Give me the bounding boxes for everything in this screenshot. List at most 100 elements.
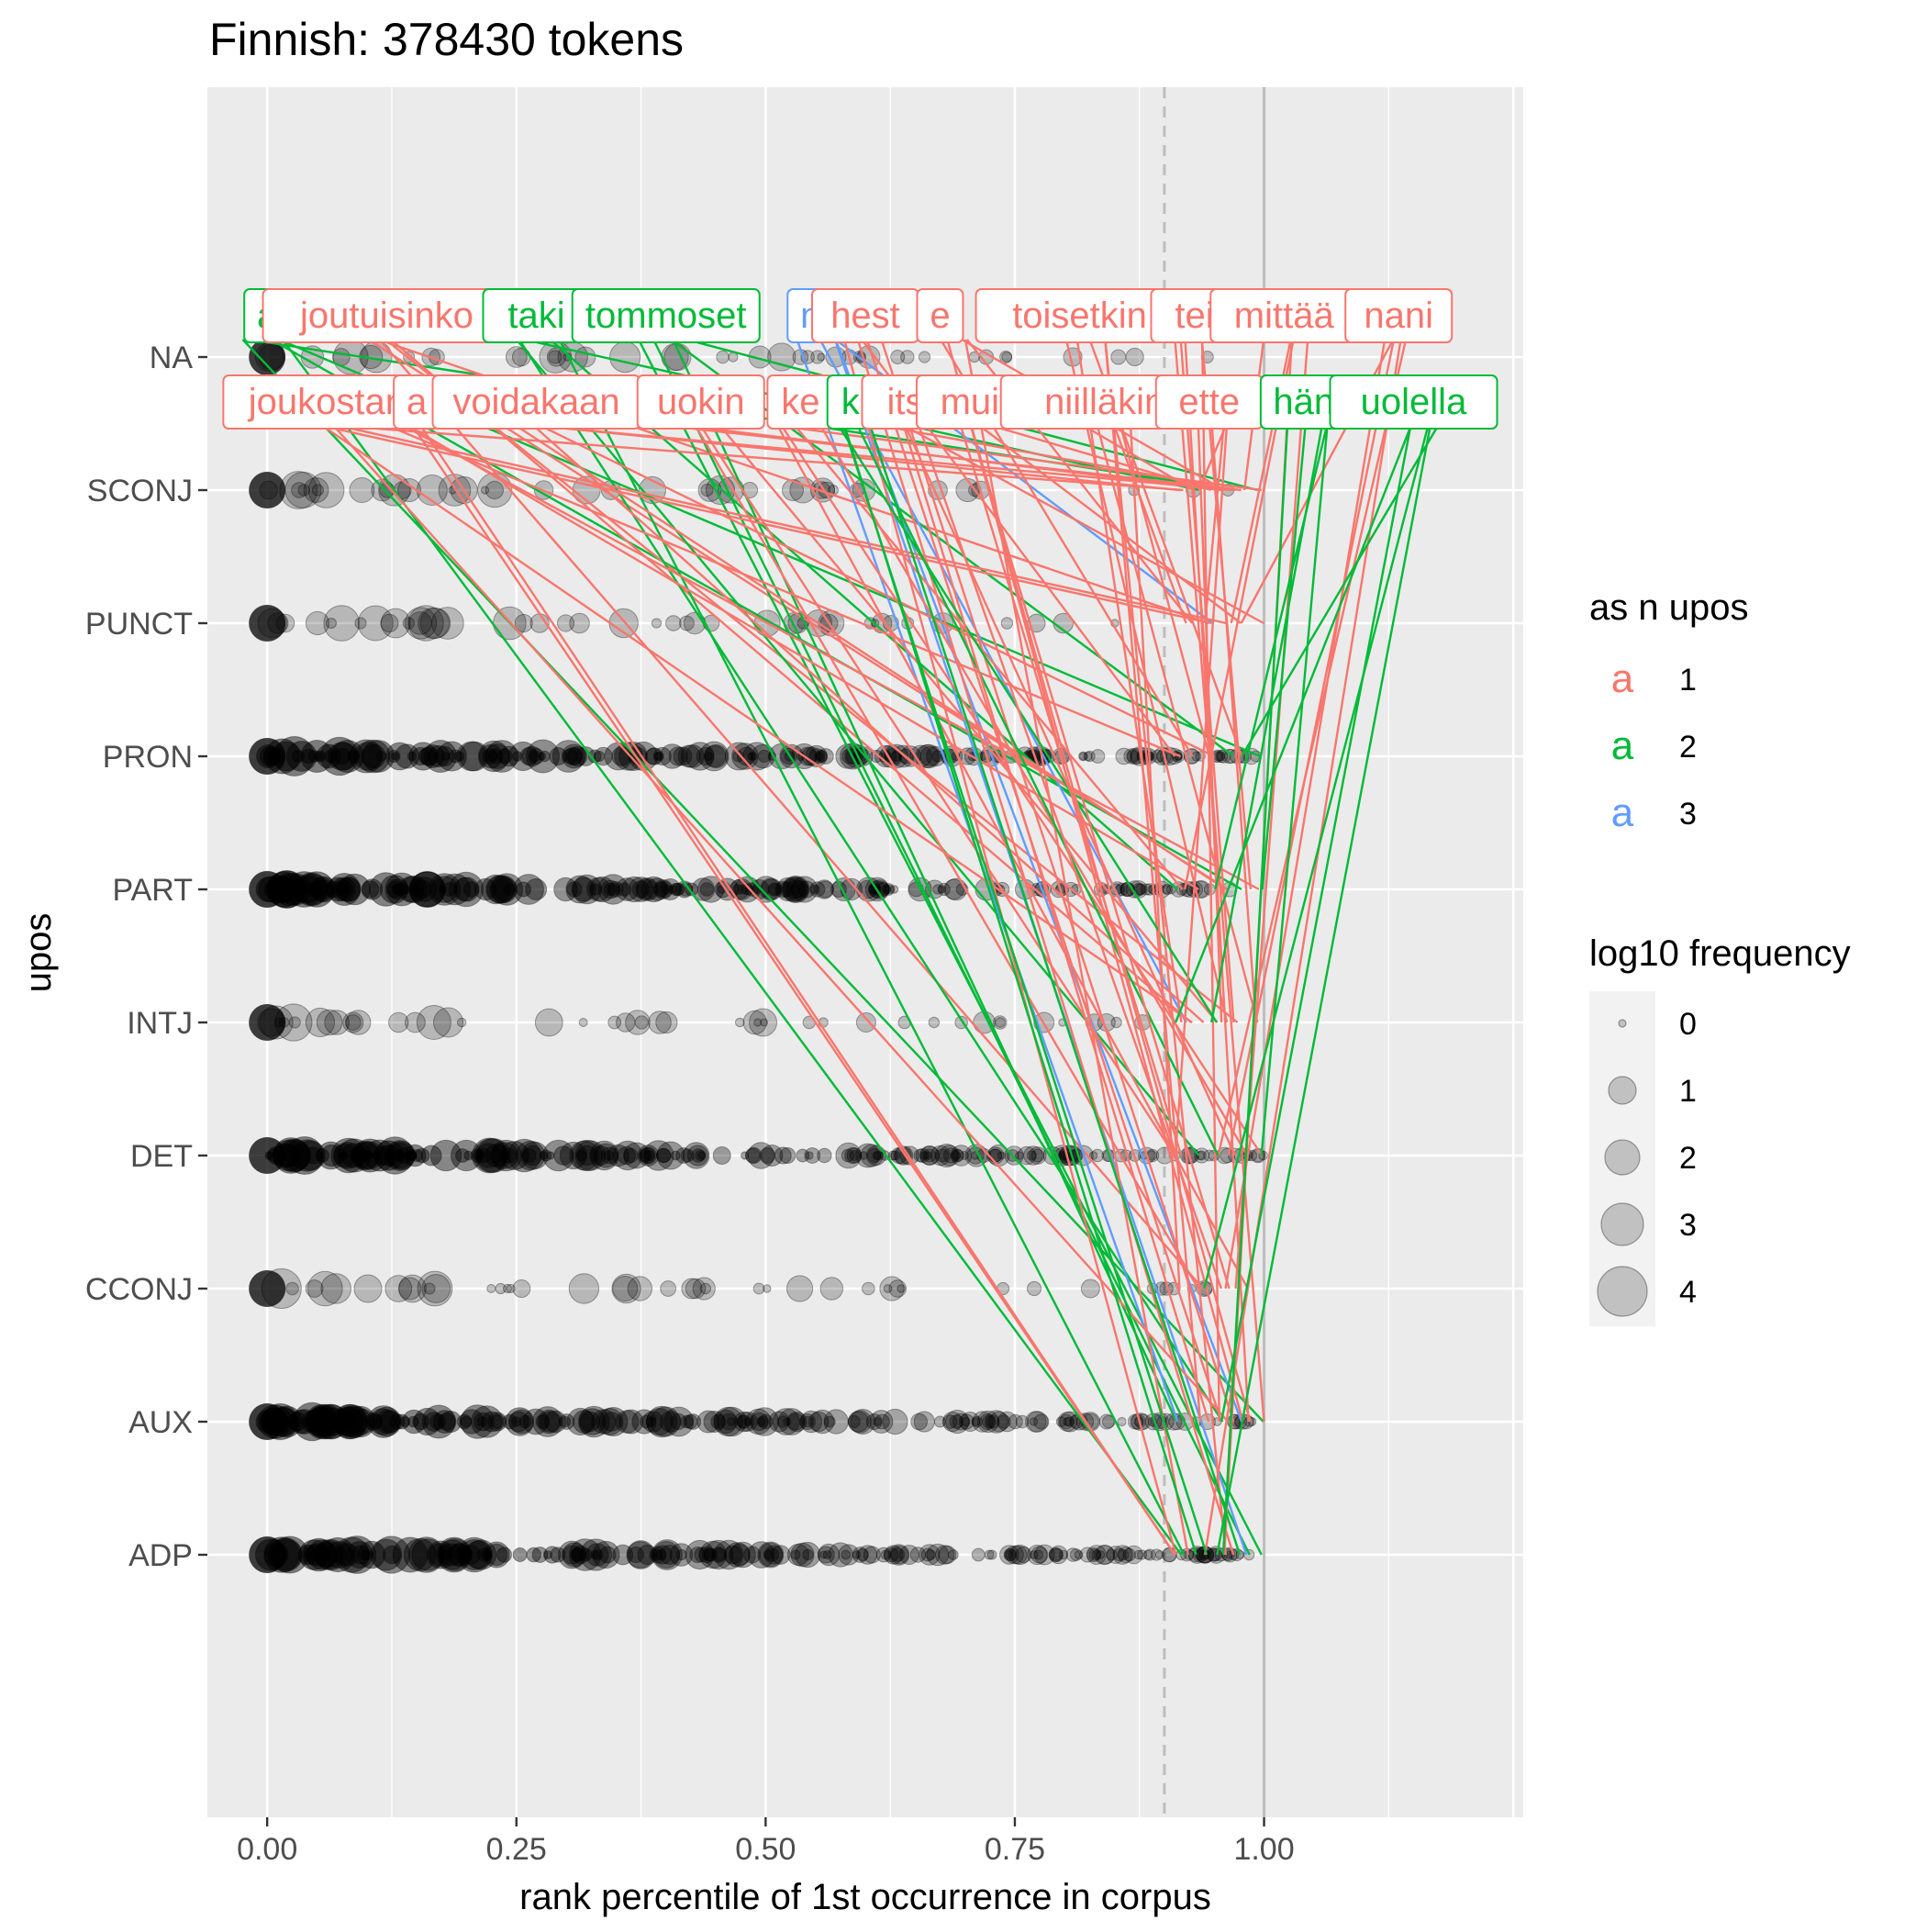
point-aux <box>423 1412 444 1432</box>
point-adp <box>459 1539 491 1570</box>
point-pron <box>329 742 358 771</box>
point-cconj <box>320 1273 351 1304</box>
y-tick-label: CCONJ <box>85 1272 193 1307</box>
connector-line <box>390 339 1192 1023</box>
point-adp <box>531 1547 549 1563</box>
point-pron <box>549 747 568 765</box>
chart-title: Finnish: 378430 tokens <box>209 14 684 65</box>
connector-line <box>777 426 1249 1290</box>
point-det <box>576 1145 597 1167</box>
point-cconj <box>883 1284 893 1293</box>
point-det <box>273 1143 297 1168</box>
y-tick-label: INTJ <box>127 1006 193 1041</box>
x-tick-label: 0.50 <box>735 1832 796 1867</box>
point-adp <box>456 1536 493 1573</box>
point-adp <box>426 1540 455 1569</box>
point-adp <box>411 1538 444 1571</box>
word-label-text: joutuisinko <box>299 296 473 336</box>
point-adp <box>763 1549 774 1560</box>
y-tick-label: SCONJ <box>87 474 193 508</box>
point-pron <box>315 751 325 762</box>
point-part <box>310 885 320 894</box>
point-cconj <box>879 1276 905 1301</box>
point-na <box>810 350 825 364</box>
point-part <box>258 876 285 903</box>
point-adp <box>562 1542 587 1568</box>
point-intj <box>273 1017 284 1028</box>
word-label-labels_row2-9: ette <box>1154 374 1264 430</box>
point-aux <box>986 1414 1000 1429</box>
word-label-text: voidakaan <box>452 382 619 422</box>
point-adp <box>828 1542 853 1568</box>
point-adp <box>1154 1550 1164 1559</box>
point-intj <box>578 1018 588 1027</box>
point-punct <box>249 605 286 642</box>
legend-size-title: log10 frequency <box>1589 933 1851 974</box>
point-part <box>278 873 312 906</box>
point-adp <box>319 1549 331 1560</box>
point-adp <box>1150 1548 1163 1561</box>
point-aux <box>511 1416 522 1427</box>
point-part <box>781 876 808 903</box>
point-aux <box>810 1409 835 1435</box>
point-adp <box>428 1543 452 1567</box>
point-adp <box>889 1545 909 1565</box>
connector-line <box>517 425 1227 891</box>
point-pron <box>704 743 729 769</box>
point-det <box>796 1148 810 1163</box>
point-pron <box>668 746 688 766</box>
point-aux <box>703 1411 726 1433</box>
point-aux <box>910 1413 929 1431</box>
point-det <box>640 1146 657 1165</box>
point-adp <box>314 1539 344 1570</box>
point-part <box>621 876 648 903</box>
point-aux <box>364 1413 383 1431</box>
point-part <box>655 880 673 899</box>
point-pron <box>537 752 547 761</box>
point-det <box>475 1147 492 1164</box>
point-adp <box>628 1547 645 1563</box>
point-part <box>768 883 782 896</box>
point-adp <box>971 1547 986 1562</box>
point-pron <box>1221 748 1237 765</box>
point-cconj <box>692 1277 716 1301</box>
point-pron <box>453 751 465 762</box>
point-det <box>874 1150 884 1161</box>
point-cconj <box>502 1283 513 1294</box>
connector-line <box>960 426 1183 1156</box>
label-connectors <box>241 338 1439 1556</box>
point-part <box>309 877 335 902</box>
point-adp <box>863 1546 881 1564</box>
word-label-text: toisetkin <box>1012 296 1147 336</box>
point-aux <box>733 1411 754 1433</box>
point-aux <box>331 1403 368 1440</box>
point-det <box>919 1145 940 1166</box>
word-label-labels_row1-7: toisetkin <box>975 288 1185 343</box>
point-aux <box>306 1406 337 1437</box>
point-sconj <box>284 472 322 508</box>
point-sconj <box>297 484 311 497</box>
point-na <box>1001 352 1013 363</box>
connector-line <box>1104 339 1202 1423</box>
connector-line <box>1204 426 1225 624</box>
point-part <box>273 883 285 896</box>
y-tick-label: PART <box>112 873 193 908</box>
point-adp <box>880 1549 891 1560</box>
point-adp <box>592 1540 620 1569</box>
point-part <box>339 873 371 906</box>
point-pron <box>333 747 351 765</box>
point-aux <box>801 1415 814 1428</box>
point-part <box>399 884 410 895</box>
point-adp <box>1048 1547 1064 1563</box>
point-adp <box>710 1547 727 1563</box>
point-adp <box>439 1543 462 1567</box>
point-cconj <box>752 1282 765 1295</box>
word-label-box <box>636 374 765 430</box>
point-aux <box>366 1405 400 1438</box>
point-punct <box>430 607 464 640</box>
point-aux <box>401 1409 427 1435</box>
connector-line <box>353 425 1184 492</box>
point-part <box>294 872 329 907</box>
point-adp <box>675 1548 687 1561</box>
point-det <box>332 1143 358 1168</box>
